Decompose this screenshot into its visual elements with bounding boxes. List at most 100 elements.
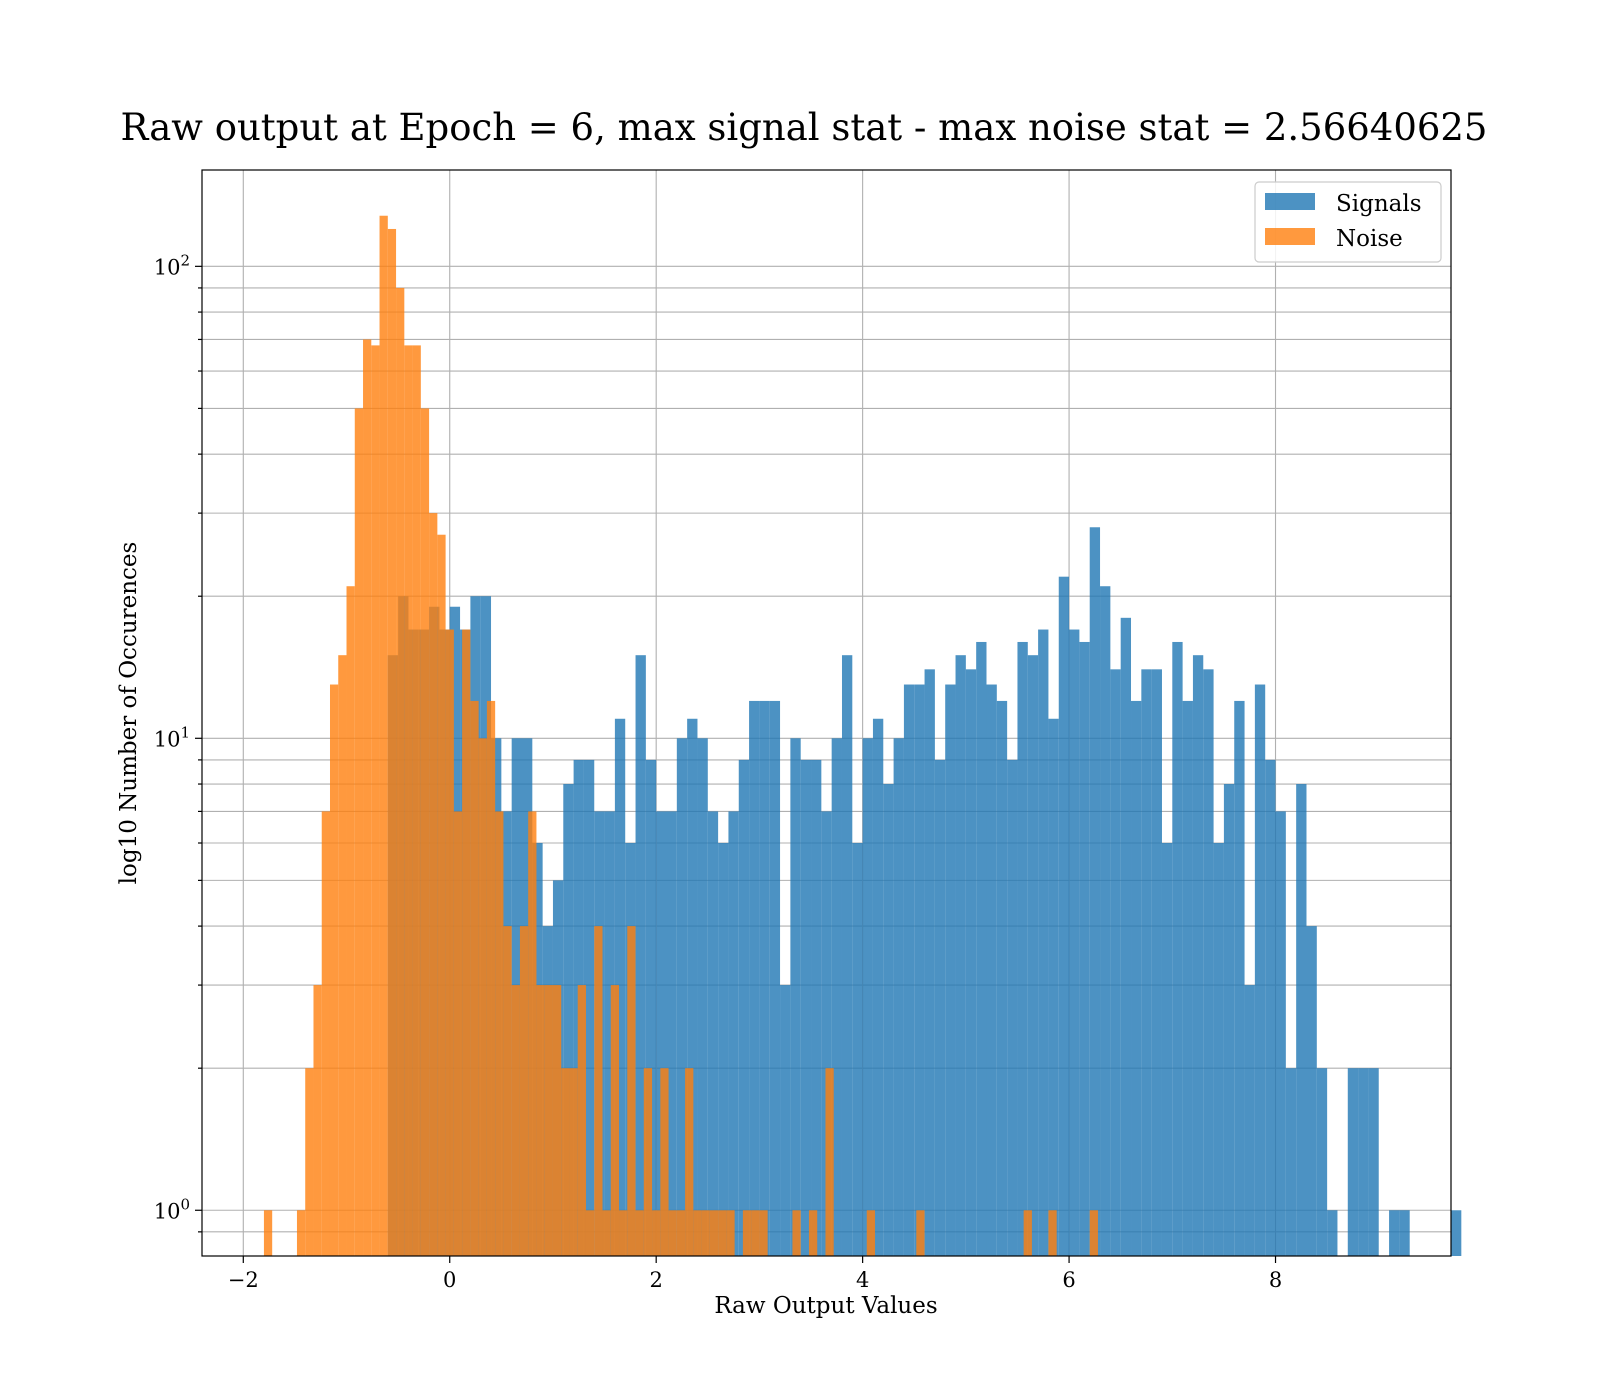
histogram-bar-signals (1089, 527, 1101, 1256)
histogram-bar-signals (738, 759, 750, 1256)
histogram-bar-signals (1007, 759, 1018, 1256)
y-tick-label: 100 (154, 1195, 190, 1223)
histogram-bar-noise (478, 738, 487, 1256)
histogram-bar-signals (1203, 669, 1214, 1256)
histogram-bar-noise (652, 1210, 661, 1256)
histogram-bar-noise (585, 1210, 595, 1256)
histogram-bar-signals (1141, 669, 1152, 1256)
histogram-bar-signals (1234, 700, 1245, 1256)
histogram-bar-signals (1451, 1210, 1462, 1256)
histogram-bar-signals (1368, 1068, 1379, 1256)
histogram-bar-noise (552, 985, 562, 1256)
x-tick-label: 4 (856, 1268, 869, 1292)
histogram-bar-noise (296, 1210, 306, 1256)
histogram-bar-signals (811, 759, 822, 1256)
legend-swatch-noise (1265, 228, 1315, 245)
histogram-bar-signals (1347, 1068, 1359, 1256)
histogram-bar-signals (986, 684, 997, 1256)
legend-label-noise: Noise (1336, 226, 1403, 252)
x-tick-label: 2 (649, 1268, 662, 1292)
histogram-bar-noise (825, 1068, 834, 1256)
histogram-bar-signals (1100, 586, 1111, 1256)
y-axis-ticks: 100 101 102 (154, 251, 202, 1233)
histogram-bar-noise (528, 811, 537, 1256)
histogram-bar-signals (831, 738, 842, 1256)
histogram-bar-signals (780, 985, 791, 1256)
histogram-bar-signals (1327, 1210, 1338, 1256)
histogram-bar-noise (354, 408, 364, 1256)
histogram-bar-signals (800, 759, 812, 1256)
histogram-bar-signals (1275, 811, 1286, 1256)
histogram-bar-signals (614, 718, 626, 1256)
histogram-bar-noise (321, 811, 330, 1256)
x-tick-label: 6 (1062, 1268, 1075, 1292)
histogram-bar-signals (1027, 655, 1039, 1256)
y-axis-label: log10 Number of Occurences (116, 542, 142, 885)
y-tick-label: 101 (154, 723, 190, 751)
histogram-bar-noise (635, 1210, 644, 1256)
histogram-bar-signals (635, 655, 646, 1256)
histogram-bar-signals (1172, 641, 1183, 1256)
histogram-bar-signals (1192, 655, 1204, 1256)
histogram-bar-signals (1120, 617, 1132, 1256)
histogram-bar-noise (495, 811, 504, 1256)
histogram-bar-noise (329, 684, 339, 1256)
histogram-bar-noise (1089, 1210, 1098, 1256)
x-tick-label: 0 (443, 1268, 456, 1292)
histogram-bar-signals (821, 811, 832, 1256)
histogram-bar-signals (1161, 843, 1173, 1256)
histogram-bar-noise (263, 1210, 273, 1256)
histogram-bar-noise (718, 1210, 727, 1256)
histogram-bar-noise (1023, 1210, 1032, 1256)
histogram-bar-signals (707, 811, 719, 1256)
histogram-bar-signals (563, 784, 574, 1256)
histogram-bar-signals (1213, 843, 1224, 1256)
histogram-bar-noise (701, 1210, 710, 1256)
histogram-bar-noise (668, 1210, 677, 1256)
histogram-bar-noise (1048, 1210, 1057, 1256)
histogram-bar-noise (346, 586, 355, 1256)
histogram-bar-signals (955, 655, 966, 1256)
histogram-bar-noise (569, 1068, 578, 1256)
histogram-bar-noise (503, 926, 512, 1256)
histogram-bar-signals (583, 759, 595, 1256)
histogram-bar-signals (1399, 1210, 1410, 1256)
histogram-bar-noise (643, 1068, 653, 1256)
histogram-bar-noise (693, 1210, 702, 1256)
histogram-bar-signals (893, 738, 904, 1256)
histogram-bar-noise (610, 985, 620, 1256)
histogram-bar-signals (934, 759, 946, 1256)
histogram-bar-noise (486, 700, 496, 1256)
histogram-bar-signals (1069, 629, 1080, 1256)
histogram-bar-signals (996, 700, 1008, 1256)
chart-title: Raw output at Epoch = 6, max signal stat… (121, 106, 1488, 149)
histogram-bar-noise (387, 228, 397, 1256)
histogram-bar-signals (1358, 1068, 1369, 1256)
legend: Signals Noise (1254, 181, 1442, 263)
histogram-bar-signals (676, 738, 688, 1256)
histogram-bar-noise (594, 926, 603, 1256)
histogram-bar-signals (790, 738, 801, 1256)
histogram-bar-signals (1265, 759, 1276, 1256)
legend-label-signals: Signals (1336, 191, 1422, 217)
histogram-bar-signals (1131, 700, 1142, 1256)
x-axis-label: Raw Output Values (714, 1293, 937, 1319)
histogram-bar-noise (627, 926, 636, 1256)
histogram-bar-noise (338, 655, 347, 1256)
histogram-bar-signals (1316, 1068, 1328, 1256)
legend-swatch-signals (1265, 193, 1315, 210)
histogram-bar-noise (379, 215, 388, 1256)
histogram-bar-noise (742, 1210, 752, 1256)
histogram-bar-noise (453, 811, 463, 1256)
histogram-bar-signals (872, 718, 884, 1256)
histogram-bar-signals (852, 843, 863, 1256)
histogram-bar-signals (1182, 700, 1193, 1256)
histogram-bar-noise (726, 1210, 735, 1256)
histogram-bar-signals (1151, 669, 1162, 1256)
histogram-bar-noise (751, 1210, 760, 1256)
histogram-bar-signals (841, 655, 853, 1256)
histogram-bar-noise (445, 629, 454, 1256)
histogram-bar-signals (1223, 784, 1235, 1256)
histogram-bar-noise (470, 700, 479, 1256)
